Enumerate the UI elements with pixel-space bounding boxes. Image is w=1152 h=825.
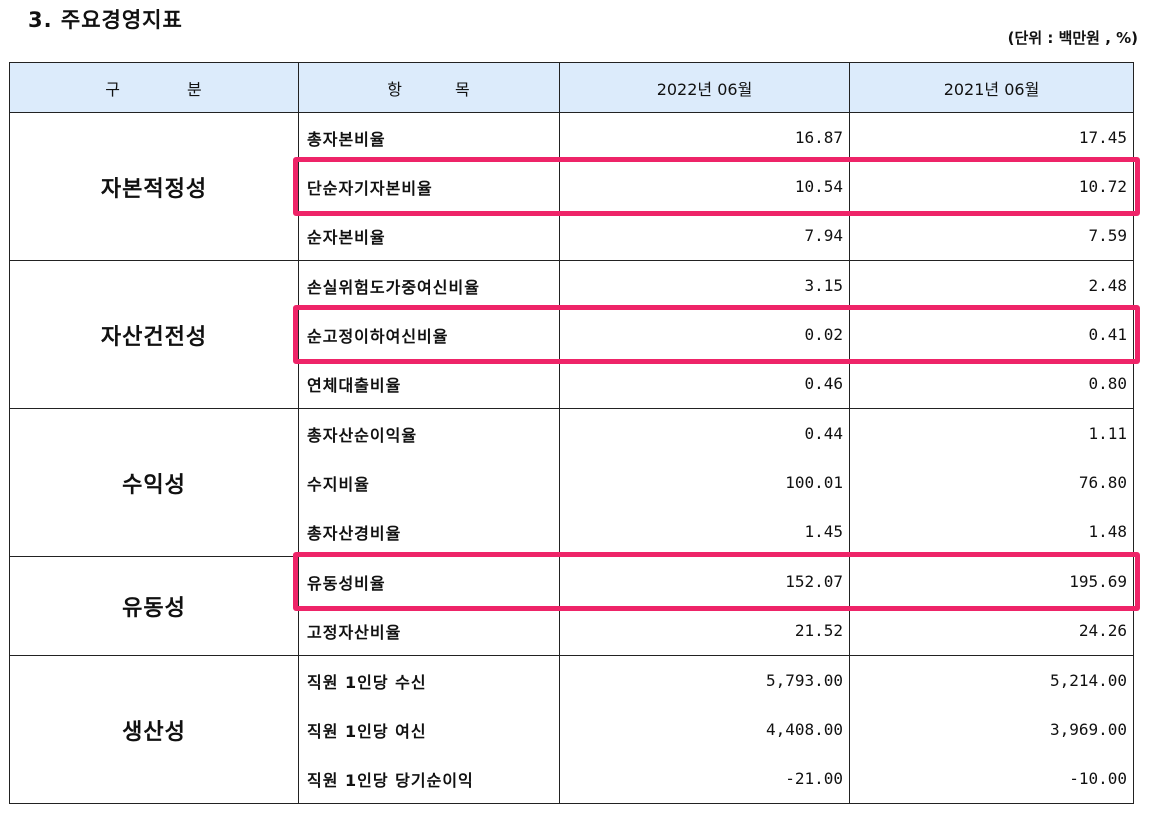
value-2022-cell: 152.07 [559, 556, 850, 606]
value-2022-cell: 0.44 [559, 408, 850, 458]
table-row: 수지비율 100.01 76.80 [10, 458, 1134, 507]
item-cell: 직원 1인당 수신 [298, 655, 560, 705]
category-cell: 유동성 [9, 556, 299, 656]
item-cell: 단순자기자본비율 [298, 162, 560, 211]
item-cell: 총자산경비율 [298, 507, 560, 557]
value-2022-cell: 4,408.00 [559, 705, 850, 754]
value-2022-cell: -21.00 [559, 754, 850, 804]
item-cell: 총자본비율 [298, 112, 560, 162]
highlight-box [292, 157, 1140, 216]
value-2022-cell: 10.54 [559, 162, 850, 211]
value-2022-cell: 5,793.00 [559, 655, 850, 705]
table-row: 순자본비율 7.94 7.59 [10, 211, 1134, 261]
value-2022-cell: 1.45 [559, 507, 850, 557]
value-2022-cell: 0.02 [559, 310, 850, 359]
category-cell: 생산성 [9, 655, 299, 804]
value-2021-cell: 7.59 [849, 211, 1134, 261]
item-cell: 직원 1인당 여신 [298, 705, 560, 754]
value-2022-cell: 3.15 [559, 260, 850, 310]
highlight-box [292, 305, 1140, 364]
table-row: 수익성 총자산순이익율 0.44 1.11 [9, 408, 1134, 557]
table-row: 유동성 유동성비율 152.07 195.69 [9, 556, 1134, 656]
category-cell: 수익성 [9, 408, 299, 557]
table-row: 단순자기자본비율 10.54 10.72 [10, 162, 1134, 211]
value-2021-cell: 24.26 [849, 606, 1134, 656]
value-2021-cell: 0.80 [849, 359, 1134, 409]
value-2021-cell: 1.48 [849, 507, 1134, 557]
category-cell: 자산건전성 [9, 260, 299, 409]
value-2021-cell: 1.11 [849, 408, 1134, 458]
table-row: 직원 1인당 당기순이익 -21.00 -10.00 [10, 754, 1134, 804]
item-cell: 총자산순이익율 [298, 408, 560, 458]
value-2021-cell: 76.80 [849, 458, 1134, 507]
table-row: 생산성 직원 1인당 수신 5,793.00 5,214.00 [9, 655, 1134, 804]
value-2022-cell: 0.46 [559, 359, 850, 409]
item-cell: 유동성비율 [298, 556, 560, 606]
value-2021-cell: 5,214.00 [849, 655, 1134, 705]
value-2021-cell: -10.00 [849, 754, 1134, 804]
value-2022-cell: 7.94 [559, 211, 850, 261]
item-cell: 직원 1인당 당기순이익 [298, 754, 560, 804]
value-2021-cell: 195.69 [849, 556, 1134, 606]
table-row: 고정자산비율 21.52 24.26 [10, 606, 1134, 656]
value-2022-cell: 100.01 [559, 458, 850, 507]
category-cell: 자본적정성 [9, 112, 299, 261]
table-row: 순고정이하여신비율 0.02 0.41 [10, 310, 1134, 359]
value-2022-cell: 21.52 [559, 606, 850, 656]
value-2021-cell: 2.48 [849, 260, 1134, 310]
section-title: 3. 주요경영지표 [28, 8, 183, 32]
header-2021-06: 2021년 06월 [849, 62, 1134, 113]
item-cell: 고정자산비율 [298, 606, 560, 656]
item-cell: 손실위험도가중여신비율 [298, 260, 560, 310]
table-row: 직원 1인당 여신 4,408.00 3,969.00 [10, 705, 1134, 754]
value-2021-cell: 0.41 [849, 310, 1134, 359]
table-row: 총자산경비율 1.45 1.48 [10, 507, 1134, 557]
value-2022-cell: 16.87 [559, 112, 850, 162]
highlight-box [292, 551, 1140, 611]
item-cell: 순고정이하여신비율 [298, 310, 560, 359]
item-cell: 순자본비율 [298, 211, 560, 261]
value-2021-cell: 10.72 [849, 162, 1134, 211]
header-2022-06: 2022년 06월 [559, 62, 850, 113]
table-row: 자본적정성 총자본비율 16.87 17.45 [9, 112, 1134, 261]
table-body: 자본적정성 총자본비율 16.87 17.45 단순자기자본비율 10.54 10.72 순자… [9, 112, 1134, 804]
item-cell: 수지비율 [298, 458, 560, 507]
item-cell: 연체대출비율 [298, 359, 560, 409]
unit-label: (단위 : 백만원 , %) [1007, 29, 1138, 47]
table-row: 연체대출비율 0.46 0.80 [10, 359, 1134, 409]
value-2021-cell: 3,969.00 [849, 705, 1134, 754]
value-2021-cell: 17.45 [849, 112, 1134, 162]
table-row: 자산건전성 손실위험도가중여신비율 3.15 2.48 [9, 260, 1134, 409]
